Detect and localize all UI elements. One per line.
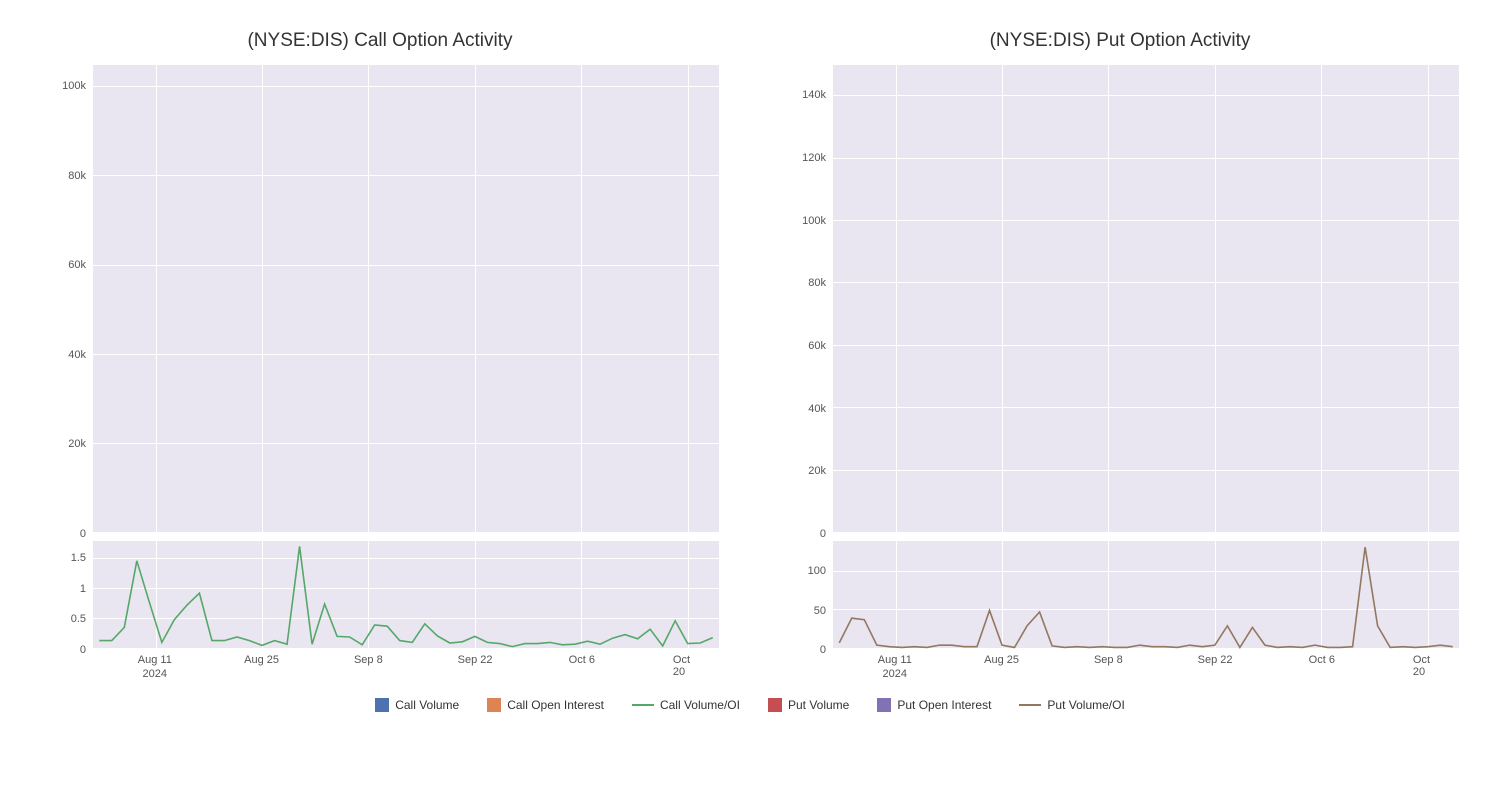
put-bot-row: 050100 — [780, 540, 1460, 650]
call-top-plot — [92, 64, 720, 534]
ytick: 40k — [68, 349, 86, 361]
xtick: Aug 11 — [878, 654, 912, 666]
ytick: 80k — [808, 277, 826, 289]
call-bot-yaxis: 00.511.5 — [40, 540, 92, 650]
legend-item: Call Volume/OI — [632, 698, 740, 712]
xtick: Aug 11 — [138, 654, 172, 666]
xtick: Oct 20 — [1413, 654, 1444, 678]
legend: Call Volume Call Open Interest Call Volume… — [40, 698, 1460, 712]
xtick: Aug 25 — [244, 654, 279, 666]
ratio-line — [833, 541, 1459, 649]
call-bot-plot — [92, 540, 720, 650]
xaxis-year: 2024 — [143, 668, 167, 680]
legend-swatch — [375, 698, 389, 712]
ytick: 60k — [68, 259, 86, 271]
put-bot-yaxis: 050100 — [780, 540, 832, 650]
legend-swatch — [877, 698, 891, 712]
put-panel: (NYSE:DIS) Put Option Activity 0 20k 40k 60… — [780, 30, 1460, 684]
ytick: 100 — [808, 565, 826, 577]
legend-label: Put Volume — [788, 698, 849, 712]
put-top-row: 020k40k60k80k100k120k140k — [780, 64, 1460, 534]
legend-item: Put Volume/OI — [1019, 698, 1124, 712]
ytick: 0 — [80, 644, 86, 656]
ratio-line — [93, 541, 719, 649]
call-top-yaxis: 020k40k60k80k100k — [40, 64, 92, 534]
ytick: 0 — [820, 528, 826, 540]
ytick: 1.5 — [71, 552, 86, 564]
xtick: Sep 22 — [1198, 654, 1233, 666]
legend-line — [1019, 704, 1041, 706]
panels-container: (NYSE:DIS) Call Option Activity 0 20k 40k 6… — [40, 30, 1460, 684]
legend-item: Put Volume — [768, 698, 849, 712]
legend-label: Call Volume/OI — [660, 698, 740, 712]
xtick: Oct 6 — [569, 654, 595, 666]
legend-label: Call Open Interest — [507, 698, 604, 712]
put-chart-stack: 020k40k60k80k100k120k140k 050100 — [780, 64, 1460, 650]
put-top-yaxis: 020k40k60k80k100k120k140k — [780, 64, 832, 534]
legend-swatch — [487, 698, 501, 712]
legend-swatch — [768, 698, 782, 712]
legend-label: Put Open Interest — [897, 698, 991, 712]
legend-label: Call Volume — [395, 698, 459, 712]
ytick: 1 — [80, 583, 86, 595]
ytick: 140k — [802, 89, 826, 101]
ytick: 20k — [68, 438, 86, 450]
call-bot-row: 00.511.5 — [40, 540, 720, 650]
ytick: 0.5 — [71, 613, 86, 625]
call-panel: (NYSE:DIS) Call Option Activity 0 20k 40k 6… — [40, 30, 720, 684]
ytick: 20k — [808, 465, 826, 477]
ytick: 50 — [814, 605, 826, 617]
legend-line — [632, 704, 654, 706]
xtick: Oct 20 — [673, 654, 704, 678]
put-panel-title: (NYSE:DIS) Put Option Activity — [780, 30, 1460, 52]
xtick: Sep 8 — [1094, 654, 1123, 666]
call-chart-stack: 020k40k60k80k100k 00.511.5 — [40, 64, 720, 650]
ytick: 40k — [808, 403, 826, 415]
ytick: 120k — [802, 152, 826, 164]
legend-item: Call Open Interest — [487, 698, 604, 712]
legend-item: Put Open Interest — [877, 698, 991, 712]
ytick: 100k — [62, 80, 86, 92]
ytick: 100k — [802, 215, 826, 227]
put-xaxis: Aug 11 Aug 25 Sep 8 Sep 22 Oct 6 Oct 20 2024 — [832, 654, 1460, 684]
ytick: 0 — [820, 644, 826, 656]
ytick: 0 — [80, 528, 86, 540]
put-top-plot — [832, 64, 1460, 534]
xtick: Sep 8 — [354, 654, 383, 666]
call-top-row: 020k40k60k80k100k — [40, 64, 720, 534]
ytick: 80k — [68, 170, 86, 182]
xtick: Sep 22 — [458, 654, 493, 666]
ytick: 60k — [808, 340, 826, 352]
call-panel-title: (NYSE:DIS) Call Option Activity — [40, 30, 720, 52]
xtick: Aug 25 — [984, 654, 1019, 666]
xaxis-year: 2024 — [883, 668, 907, 680]
xtick: Oct 6 — [1309, 654, 1335, 666]
legend-label: Put Volume/OI — [1047, 698, 1124, 712]
put-bot-plot — [832, 540, 1460, 650]
call-xaxis: Aug 11 Aug 25 Sep 8 Sep 22 Oct 6 Oct 20 2024 — [92, 654, 720, 684]
legend-item: Call Volume — [375, 698, 459, 712]
